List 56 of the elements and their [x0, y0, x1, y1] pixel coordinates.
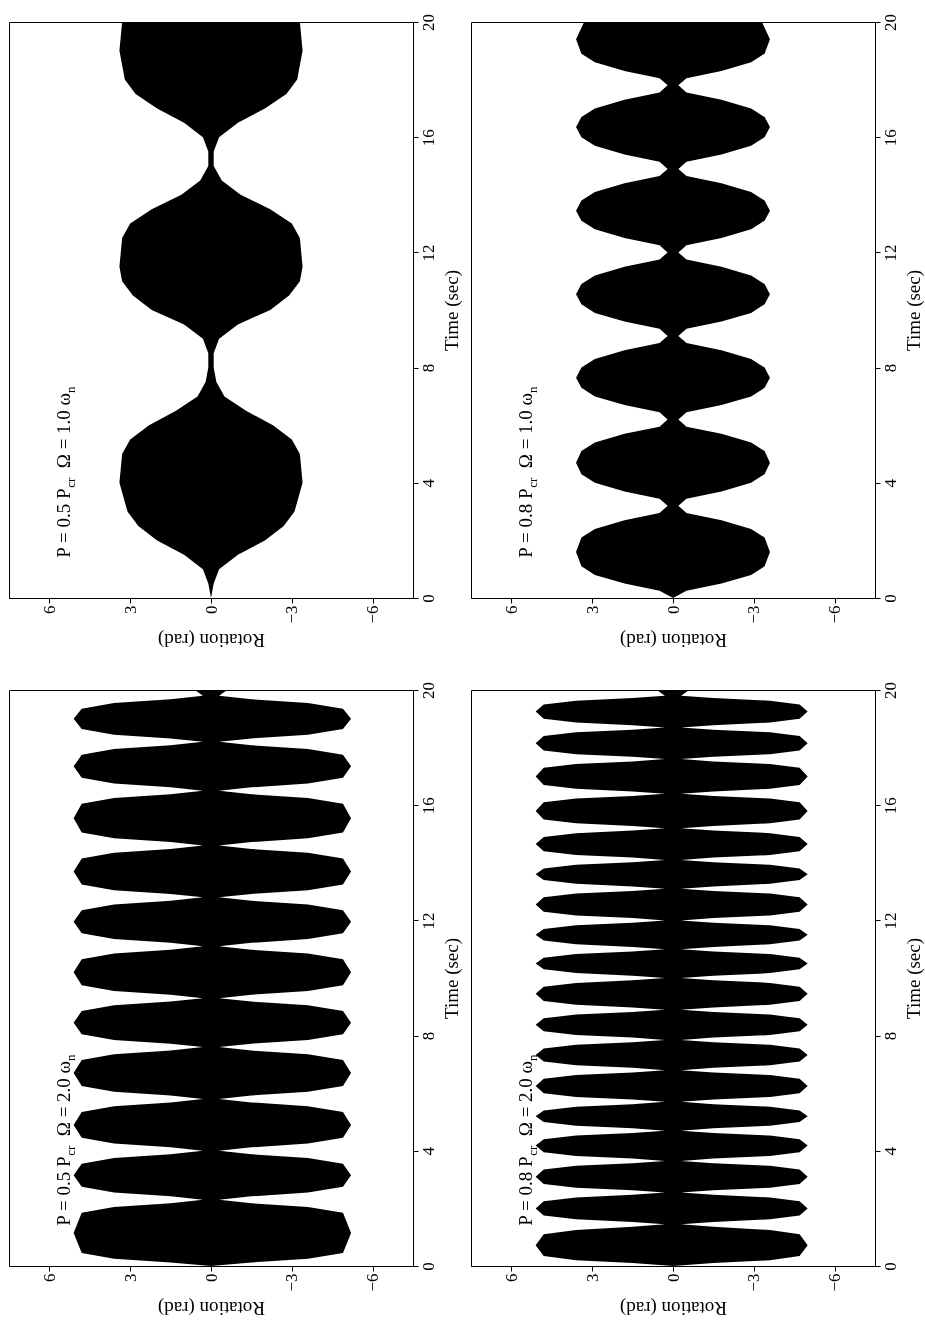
x-tick-label: 6: [501, 1273, 521, 1282]
annotation: P = 0.5 Pcr Ω = 2.0 ωn: [52, 1053, 78, 1226]
y-tick-label: 16: [418, 129, 438, 147]
x-tick-label: 0: [663, 1273, 683, 1282]
x-tick-label: −3: [282, 605, 302, 624]
x-tick-label: −6: [825, 1273, 845, 1292]
y-tick-label: 12: [880, 912, 900, 930]
x-tick-label: 0: [201, 605, 221, 614]
annotation: P = 0.8 Pcr Ω = 1.0 ωn: [514, 385, 540, 558]
y-tick-label: 8: [880, 1031, 900, 1041]
x-tick-label: 0: [663, 605, 683, 614]
x-tick-label: −6: [825, 605, 845, 624]
x-tick-label: −6: [363, 605, 383, 624]
x-axis-title: Rotation (rad): [157, 628, 266, 651]
y-tick-label: 4: [880, 478, 900, 488]
y-tick-label: 20: [880, 682, 900, 699]
y-axis-title: Time (sec): [902, 937, 925, 1020]
y-tick-label: 8: [418, 363, 438, 373]
y-tick-label: 16: [880, 129, 900, 147]
x-tick-label: −6: [363, 1273, 383, 1292]
y-tick-label: 4: [880, 1146, 900, 1156]
y-tick-label: 16: [880, 797, 900, 815]
y-tick-label: 12: [880, 244, 900, 262]
x-tick-label: 3: [582, 605, 602, 614]
x-tick-label: −3: [744, 1273, 764, 1292]
x-tick-label: 3: [120, 1273, 140, 1282]
x-tick-label: 3: [120, 605, 140, 614]
y-tick-label: 20: [880, 14, 900, 31]
y-tick-label: 4: [418, 1146, 438, 1156]
x-axis-title: Rotation (rad): [619, 1296, 728, 1319]
y-tick-label: 0: [418, 1262, 438, 1271]
y-axis-title: Time (sec): [440, 269, 463, 352]
x-axis-title: Rotation (rad): [157, 1296, 266, 1319]
x-tick-label: −3: [282, 1273, 302, 1292]
x-tick-label: 6: [39, 605, 59, 614]
y-axis-title: Time (sec): [440, 937, 463, 1020]
y-tick-label: 12: [418, 912, 438, 930]
y-tick-label: 0: [880, 594, 900, 603]
y-axis-title: Time (sec): [902, 269, 925, 352]
y-tick-label: 16: [418, 797, 438, 815]
y-tick-label: 8: [880, 363, 900, 373]
x-tick-label: 6: [39, 1273, 59, 1282]
x-tick-label: 3: [582, 1273, 602, 1282]
y-tick-label: 20: [418, 14, 438, 31]
y-tick-label: 20: [418, 682, 438, 699]
x-tick-label: −3: [744, 605, 764, 624]
x-axis-title: Rotation (rad): [619, 628, 728, 651]
annotation: P = 0.5 Pcr Ω = 1.0 ωn: [52, 385, 78, 558]
y-tick-label: 4: [418, 478, 438, 488]
x-tick-label: 0: [201, 1273, 221, 1282]
x-tick-label: 6: [501, 605, 521, 614]
y-tick-label: 8: [418, 1031, 438, 1041]
y-tick-label: 12: [418, 244, 438, 262]
y-tick-label: 0: [418, 594, 438, 603]
y-tick-label: 0: [880, 1262, 900, 1271]
annotation: P = 0.8 Pcr Ω = 2.0 ωn: [514, 1053, 540, 1226]
